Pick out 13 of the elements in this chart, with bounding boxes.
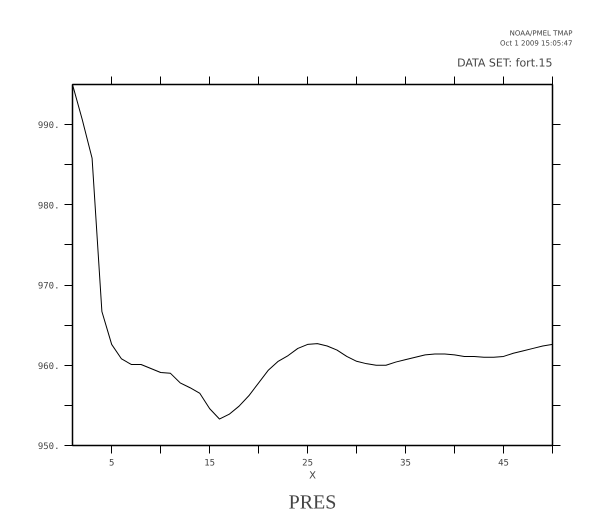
x-tick-label: 35 bbox=[400, 458, 411, 468]
x-tick-label: 45 bbox=[498, 458, 509, 468]
text: PRES bbox=[288, 492, 336, 514]
y-tick-label: 950. bbox=[38, 442, 60, 452]
y-tick-label: 980. bbox=[38, 201, 60, 212]
x-tick-label: 25 bbox=[302, 458, 314, 468]
text: DATA SET: fort.15 bbox=[457, 56, 553, 70]
x-tick-label: 5 bbox=[108, 458, 114, 468]
x-tick-label: 15 bbox=[204, 458, 216, 468]
y-tick-label: 990. bbox=[38, 121, 60, 132]
y-tick-label: 960. bbox=[38, 362, 60, 372]
y-tick-label: 970. bbox=[38, 282, 60, 292]
x-axis-title: X bbox=[309, 470, 316, 482]
